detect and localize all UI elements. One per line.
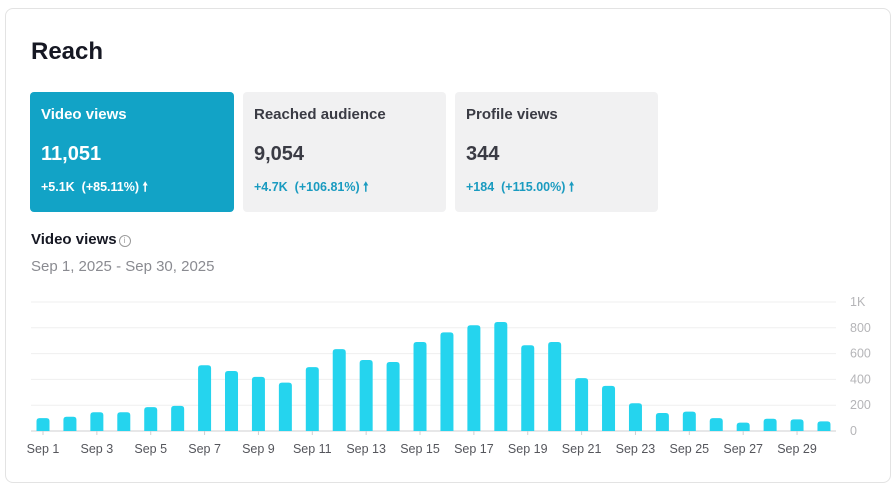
x-tick-label: Sep 7 [188, 442, 221, 456]
arrow-up-icon: 🠕 [363, 180, 369, 194]
x-tick-label: Sep 23 [616, 442, 656, 456]
y-tick-label: 800 [850, 321, 871, 335]
bar [225, 371, 239, 431]
card-value: 9,054 [254, 143, 305, 165]
x-tick-label: Sep 19 [508, 442, 548, 456]
info-icon[interactable]: i [118, 235, 131, 247]
x-tick-label: Sep 15 [400, 442, 440, 456]
card-label: Video views [41, 106, 127, 123]
bar [332, 349, 346, 431]
bar [709, 418, 723, 431]
card-video-views[interactable]: Video views 11,051 +5.1K (+85.11%) 🠕 [30, 92, 234, 212]
reach-panel [5, 8, 891, 483]
x-tick-label: Sep 27 [723, 442, 763, 456]
x-tick-label: Sep 17 [454, 442, 494, 456]
bar [467, 325, 481, 431]
card-percent: (+106.81%) [294, 180, 360, 194]
y-tick-label: 600 [850, 347, 871, 361]
card-change: +4.7K [254, 180, 288, 194]
card-value: 344 [466, 143, 500, 165]
bar [278, 382, 292, 431]
bar [171, 405, 185, 431]
bar [494, 321, 508, 431]
bar [117, 412, 131, 431]
bar [682, 411, 696, 431]
x-tick-label: Sep 21 [562, 442, 602, 456]
bar [359, 360, 373, 431]
bar [144, 407, 158, 431]
page-title: Reach [31, 38, 104, 65]
x-tick-label: Sep 11 [293, 442, 332, 456]
card-profile-views[interactable]: Profile views 344 +184 (+115.00%) 🠕 [455, 92, 658, 212]
bar [413, 341, 427, 431]
x-tick-label: Sep 9 [242, 442, 275, 456]
bar [198, 365, 212, 431]
bar [63, 416, 77, 431]
card-percent: (+85.11%) [81, 180, 140, 194]
y-tick-label: 1K [850, 295, 866, 309]
date-range: Sep 1, 2025 - Sep 30, 2025 [31, 258, 215, 275]
x-tick-label: Sep 29 [777, 442, 817, 456]
x-tick-label: Sep 5 [134, 442, 167, 456]
bar [575, 378, 589, 431]
bar [790, 419, 804, 431]
arrow-up-icon: 🠕 [142, 180, 148, 194]
bar [763, 418, 777, 431]
x-tick-label: Sep 13 [346, 442, 386, 456]
bar [251, 376, 265, 431]
bar [90, 412, 104, 431]
card-value: 11,051 [41, 143, 102, 165]
bar [736, 422, 750, 431]
bar [655, 412, 669, 431]
card-reached-audience[interactable]: Reached audience 9,054 +4.7K (+106.81%) … [243, 92, 446, 212]
bar [602, 385, 616, 431]
bar [817, 421, 831, 431]
bar [521, 345, 535, 431]
arrow-up-icon: 🠕 [568, 180, 575, 194]
bar [305, 367, 319, 431]
chart-title: Video views [31, 231, 117, 248]
y-tick-label: 0 [850, 424, 857, 438]
card-change: +184 [466, 180, 495, 194]
bar [628, 403, 642, 431]
x-tick-label: Sep 3 [81, 442, 114, 456]
card-percent: (+115.00%) [501, 180, 566, 194]
bar [386, 361, 400, 431]
y-tick-label: 200 [850, 398, 871, 412]
bar [440, 332, 454, 431]
bar [36, 418, 50, 431]
x-tick-label: Sep 1 [27, 442, 60, 456]
x-tick-label: Sep 25 [670, 442, 710, 456]
bar [548, 341, 562, 431]
card-label: Profile views [466, 106, 558, 123]
card-change: +5.1K [41, 180, 75, 194]
card-label: Reached audience [254, 106, 386, 123]
y-tick-label: 400 [850, 372, 871, 386]
